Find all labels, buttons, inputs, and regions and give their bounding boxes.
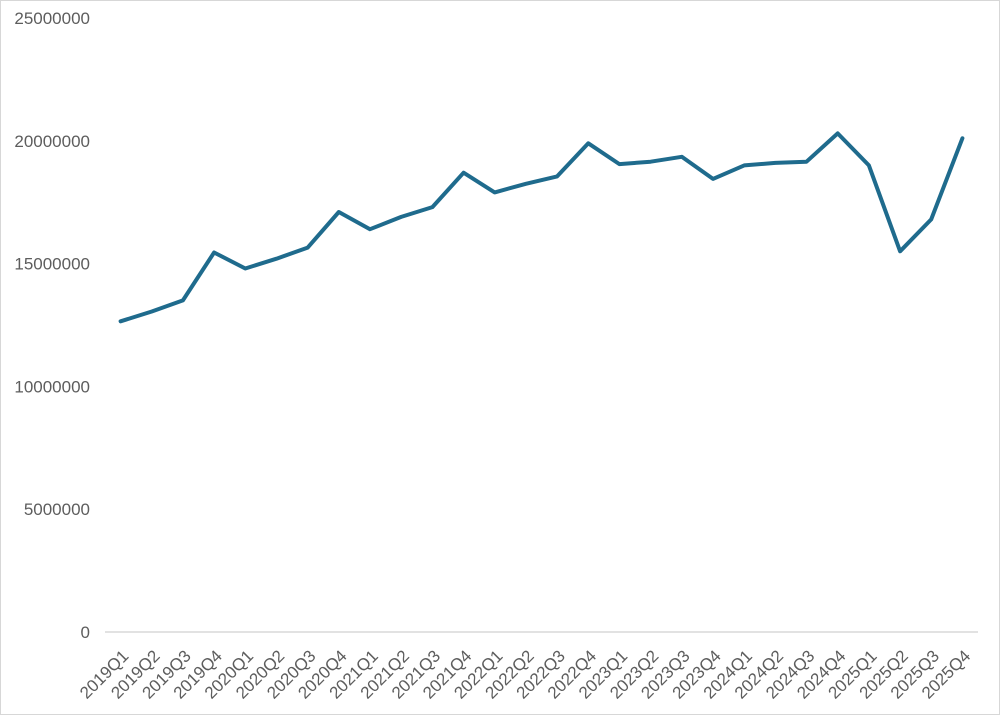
y-axis-tick-label: 25000000 bbox=[14, 9, 90, 28]
y-axis-tick-label: 5000000 bbox=[24, 500, 90, 519]
y-axis-tick-label: 0 bbox=[81, 623, 90, 642]
data-series-line bbox=[118, 131, 965, 324]
y-axis-tick-label: 20000000 bbox=[14, 132, 90, 151]
y-axis-tick-label: 15000000 bbox=[14, 255, 90, 274]
y-axis-tick-label: 10000000 bbox=[14, 377, 90, 396]
